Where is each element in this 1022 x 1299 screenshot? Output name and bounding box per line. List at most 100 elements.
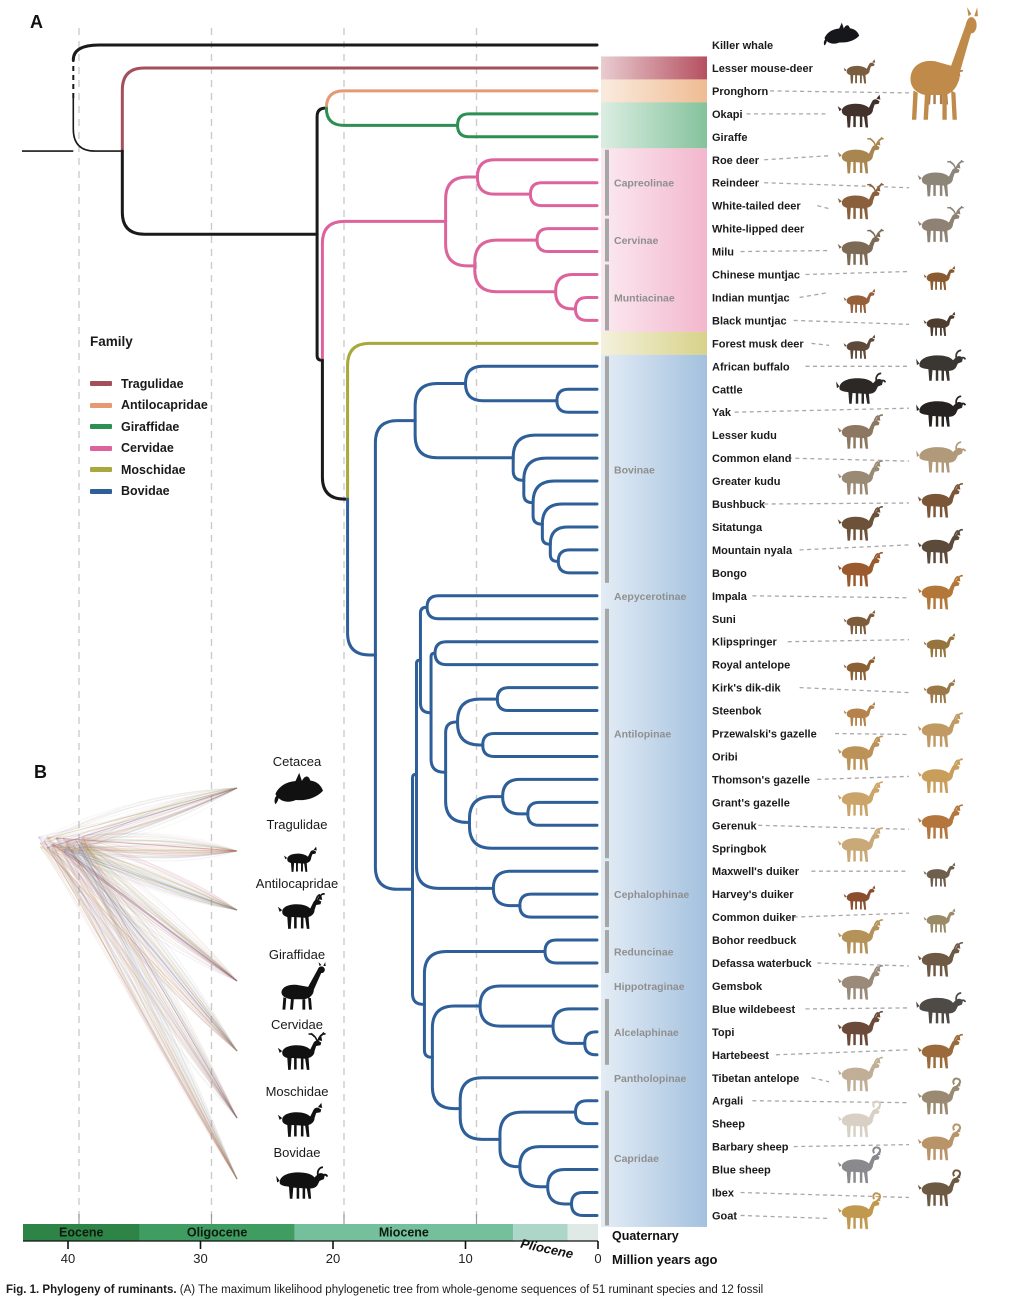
subfamily-label: Alcelaphinae [614, 1027, 679, 1039]
species-label: Springbok [712, 843, 767, 855]
densitree-line [47, 837, 238, 1052]
panel-b-group-label: Antilocapridae [256, 876, 338, 891]
densitree-line [46, 847, 238, 982]
band-cervidae [601, 148, 707, 332]
densitree-line [65, 787, 238, 842]
densitree-line [79, 841, 238, 911]
tree-branch [495, 697, 599, 713]
tree-branch [411, 887, 426, 1006]
densitree-line [65, 848, 238, 857]
panel-b-group-label: Moschidae [266, 1084, 329, 1099]
animal-image [916, 992, 967, 1024]
densitree-line [66, 787, 238, 847]
densitree-line [83, 845, 238, 1052]
species-labels: Killer whale Lesser mouse-deer Pronghorn Ok… [712, 40, 817, 1222]
tree-branch [528, 192, 599, 208]
densitree-line [52, 787, 238, 845]
densitree-line [79, 787, 238, 852]
densitree-line [39, 842, 238, 1052]
densitree-line [39, 846, 238, 1119]
tree-branch [430, 1004, 482, 1059]
animal-image [923, 908, 956, 933]
species-label: Chinese muntjac [712, 270, 800, 282]
legend-swatch [90, 488, 112, 494]
densitree-line [83, 842, 238, 1119]
leader-line [764, 155, 830, 161]
subfamily-label: Pantholopinae [614, 1073, 686, 1085]
densitree-line [80, 838, 238, 1119]
densitree-line [65, 836, 238, 852]
geologic-timescale: Eocene Oligocene Miocene 40 30 20 10 0 [23, 1224, 602, 1266]
figure-caption: Fig. 1. Phylogeny of ruminants. (A) The … [6, 1284, 1018, 1296]
family-legend: Family Tragulidae Antilocapridae Giraffida… [90, 334, 208, 502]
densitree-line [64, 846, 238, 1119]
leader-line [811, 1077, 830, 1083]
densitree-line [51, 848, 238, 982]
tree-branch [473, 238, 539, 268]
legend-item-label: Tragulidae [121, 376, 184, 391]
animal-image [843, 59, 876, 84]
legend-swatch [90, 445, 112, 451]
densitree-line [80, 841, 238, 982]
tree-branch [413, 419, 515, 460]
densitree-line [79, 839, 238, 852]
densitree-line [64, 846, 238, 852]
animal-image [916, 441, 967, 473]
legend-item-label: Antilocapridae [121, 398, 208, 413]
densitree-line [51, 848, 238, 1119]
animal-image [917, 804, 963, 839]
leader-line [805, 270, 910, 276]
animal-image [837, 827, 883, 862]
tree-branch [456, 720, 485, 747]
densitree-line [67, 840, 238, 982]
densitree-line [52, 842, 238, 853]
densitree-line [77, 843, 238, 1180]
densitree-line [83, 844, 238, 982]
densitree-line [83, 842, 238, 1180]
animal-image [843, 288, 876, 313]
densitree-line [80, 787, 238, 839]
axis-tick-label: 10 [458, 1251, 472, 1266]
animal-image [917, 483, 963, 518]
species-label: Indian muntjac [712, 292, 790, 304]
densitree-line [56, 833, 238, 852]
densitree-line [52, 843, 238, 982]
species-label: Reindeer [712, 178, 760, 190]
densitree-line [71, 850, 238, 1119]
species-label: Forest musk deer [712, 338, 804, 350]
densitree-line [80, 837, 238, 982]
densitree-line [79, 844, 238, 852]
densitree-line [47, 846, 238, 852]
densitree-line [64, 846, 238, 982]
tree-branch [518, 1145, 599, 1169]
tree-branch [573, 295, 599, 311]
densitree-line [43, 840, 238, 1052]
species-label: Barbary sheep [712, 1142, 789, 1154]
densitree-line [52, 843, 238, 1180]
subfamily-label: Aepycerotinae [614, 591, 687, 603]
leader-line [799, 686, 910, 694]
densitree-line [81, 843, 238, 982]
species-label: Oribi [712, 751, 738, 763]
tree-branch [478, 1004, 555, 1028]
panel-b-group-label: Giraffidae [269, 947, 325, 962]
species-label: Defassa waterbuck [712, 958, 813, 970]
animal-image [837, 1056, 883, 1092]
animal-image [917, 942, 963, 977]
densitree-line [38, 836, 238, 1180]
densitree-line [39, 846, 238, 1052]
animal-image [923, 678, 956, 704]
tree-branch [531, 501, 544, 526]
densitree-line [66, 846, 238, 982]
species-label: Harvey's duiker [712, 889, 794, 901]
densitree-line [66, 842, 238, 982]
densitree-line [59, 846, 238, 982]
densitree-line [47, 846, 238, 1119]
species-label: Common eland [712, 453, 791, 465]
legend-swatch [90, 381, 112, 387]
densitree-line [55, 849, 238, 852]
species-label: Milu [712, 247, 734, 259]
densitree-line [46, 835, 238, 911]
leader-line [811, 342, 830, 346]
phylogenetic-tree [22, 43, 599, 1217]
